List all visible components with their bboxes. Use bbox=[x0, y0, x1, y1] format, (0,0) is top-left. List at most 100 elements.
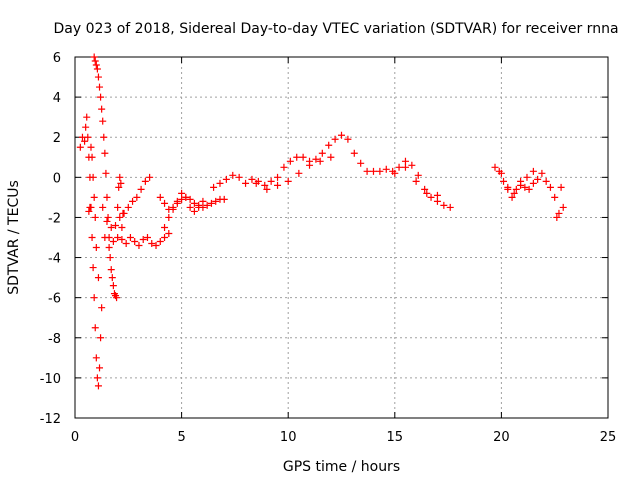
data-point bbox=[369, 167, 377, 175]
data-point bbox=[100, 133, 108, 141]
data-point bbox=[92, 354, 100, 362]
data-point bbox=[344, 135, 352, 143]
data-point bbox=[122, 240, 130, 248]
data-point bbox=[242, 179, 250, 187]
data-point bbox=[318, 149, 326, 157]
x-tick-label: 5 bbox=[177, 430, 185, 445]
data-point bbox=[401, 163, 409, 171]
data-point bbox=[395, 163, 403, 171]
data-point bbox=[148, 240, 156, 248]
data-point bbox=[109, 282, 117, 290]
data-point bbox=[86, 203, 94, 211]
data-point bbox=[156, 238, 164, 246]
data-point bbox=[139, 236, 147, 244]
data-point bbox=[94, 382, 102, 390]
data-point bbox=[504, 183, 512, 191]
data-point bbox=[103, 193, 111, 201]
data-point bbox=[114, 234, 122, 241]
data-point bbox=[93, 374, 101, 382]
data-point bbox=[312, 155, 320, 163]
data-point bbox=[92, 61, 100, 69]
data-point bbox=[116, 173, 124, 181]
data-point bbox=[96, 364, 104, 372]
data-points bbox=[76, 53, 567, 390]
data-point bbox=[274, 181, 282, 189]
data-point bbox=[112, 221, 120, 229]
y-tick-label: -12 bbox=[40, 412, 61, 427]
data-point bbox=[252, 179, 260, 187]
series-left-cluster bbox=[99, 173, 173, 252]
data-point bbox=[113, 294, 121, 302]
data-point bbox=[81, 137, 89, 145]
data-point bbox=[99, 117, 107, 125]
data-point bbox=[120, 209, 128, 217]
data-point bbox=[414, 171, 422, 179]
data-point bbox=[199, 197, 207, 205]
data-point bbox=[306, 161, 314, 169]
x-tick-label: 10 bbox=[280, 430, 297, 445]
data-point bbox=[327, 153, 335, 161]
data-point bbox=[248, 175, 256, 183]
y-tick-label: 4 bbox=[53, 91, 61, 106]
series-right-cluster bbox=[491, 163, 567, 221]
data-point bbox=[186, 203, 194, 211]
data-point bbox=[96, 83, 104, 91]
y-tick-label: 0 bbox=[53, 171, 61, 186]
data-point bbox=[102, 169, 110, 177]
data-point bbox=[91, 324, 99, 332]
data-point bbox=[97, 93, 105, 101]
data-point bbox=[76, 143, 84, 151]
data-point bbox=[89, 264, 97, 272]
data-point bbox=[126, 234, 134, 241]
data-point bbox=[338, 131, 345, 139]
data-point bbox=[101, 234, 109, 241]
data-point bbox=[94, 274, 102, 282]
data-point bbox=[446, 203, 454, 211]
data-point bbox=[141, 177, 149, 185]
data-point bbox=[523, 173, 531, 181]
data-point bbox=[512, 185, 520, 193]
data-point bbox=[182, 193, 190, 201]
data-point bbox=[107, 266, 115, 274]
data-point bbox=[94, 73, 102, 81]
data-point bbox=[440, 201, 448, 209]
data-point bbox=[295, 169, 303, 177]
data-point bbox=[427, 193, 435, 201]
data-point bbox=[433, 197, 441, 205]
data-point bbox=[84, 133, 92, 141]
data-point bbox=[124, 203, 132, 211]
data-point bbox=[263, 185, 271, 193]
data-point bbox=[391, 169, 399, 177]
data-point bbox=[412, 177, 420, 185]
data-point bbox=[261, 181, 269, 189]
data-point bbox=[557, 183, 565, 191]
data-point bbox=[491, 163, 499, 171]
data-point bbox=[129, 197, 137, 205]
y-tick-label: -10 bbox=[40, 372, 61, 387]
data-point bbox=[210, 183, 218, 191]
data-point bbox=[118, 236, 126, 244]
data-point bbox=[143, 234, 151, 241]
grid bbox=[75, 57, 608, 418]
data-point bbox=[357, 159, 365, 167]
data-point bbox=[559, 203, 567, 211]
data-point bbox=[229, 171, 237, 179]
data-point bbox=[508, 193, 516, 201]
y-tick-label: -4 bbox=[48, 252, 61, 267]
x-tick-label: 0 bbox=[71, 430, 79, 445]
data-point bbox=[88, 234, 96, 241]
data-point bbox=[325, 141, 333, 149]
data-point bbox=[408, 161, 416, 169]
data-point bbox=[104, 213, 112, 221]
data-point bbox=[316, 157, 324, 165]
data-point bbox=[195, 203, 203, 211]
data-point bbox=[91, 213, 99, 221]
data-point bbox=[190, 207, 198, 215]
data-point bbox=[115, 183, 123, 191]
data-point bbox=[553, 213, 561, 221]
data-point bbox=[161, 234, 169, 241]
data-point bbox=[88, 153, 96, 161]
data-point bbox=[267, 177, 275, 185]
data-point bbox=[235, 173, 243, 181]
